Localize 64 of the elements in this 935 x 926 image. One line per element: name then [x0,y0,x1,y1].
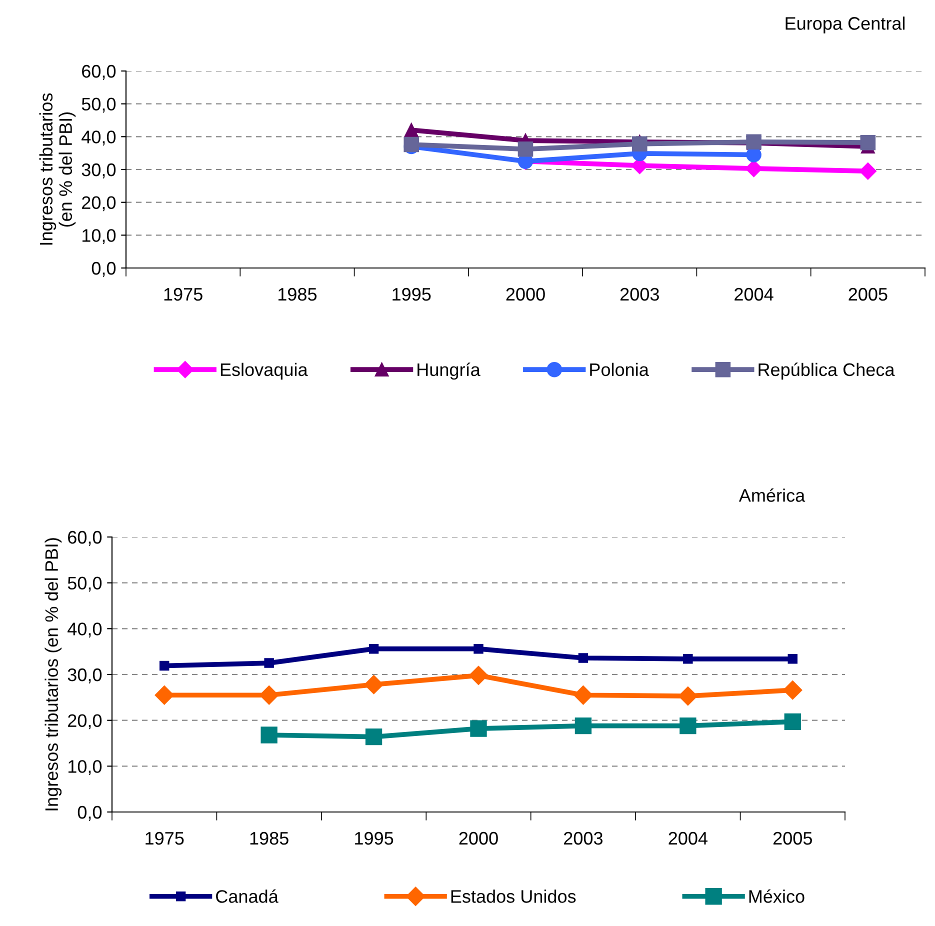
legend-label: Eslovaquia [220,362,308,380]
x-tick-label: 2004 [668,832,708,845]
x-tick-label: 1975 [164,288,202,301]
y-axis-title: Ingresos tributarios (en % del PBI) [39,93,76,245]
y-tick-label: 20,0 [68,714,102,730]
y-tick-label: 0,0 [78,806,102,821]
x-tick-label: 2003 [620,288,659,301]
legend-label: República Checa [758,362,895,380]
y-tick-label: 30,0 [68,668,102,684]
y-tick-label: 20,0 [82,196,116,212]
point [470,720,487,737]
point [365,728,382,746]
y-tick-label: 50,0 [68,576,102,592]
x-tick-label: 2003 [564,832,603,845]
point [159,660,170,671]
point [784,713,801,730]
legend-label: México [749,889,804,903]
chart-title: Europa Central [786,16,905,34]
legend-label: Polonia [590,362,649,376]
point [574,686,593,705]
x-tick-label: 1985 [250,832,288,845]
legend-label: Canadá [216,889,278,903]
legend-label: Hungría [418,362,480,380]
y-tick-label: 0,0 [92,262,116,277]
point [260,726,278,744]
y-tick-label: 60,0 [68,530,102,546]
point [260,686,279,705]
point [404,123,418,138]
point [678,686,698,706]
point [632,136,648,152]
y-tick-label: 60,0 [82,64,116,80]
y-tick-label: 40,0 [82,130,116,146]
y-tick-label: 50,0 [82,98,116,113]
point [574,718,592,734]
x-tick-label: 1975 [146,832,184,845]
point [683,654,693,664]
x-tick-label: 2000 [506,288,545,301]
point [788,654,798,664]
legend-label: Estados Unidos [451,890,576,903]
y-tick-label: 40,0 [68,622,102,638]
point [859,162,876,180]
x-tick-label: 2000 [459,832,498,845]
y-tick-label: 10,0 [68,760,102,776]
y-tick-label: 30,0 [82,163,116,178]
point [468,666,488,685]
x-tick-label: 2005 [848,288,888,301]
x-tick-label: 1995 [392,288,431,301]
point [364,675,384,694]
point [368,644,379,654]
chart-title: América [738,488,806,502]
point [518,142,534,157]
point [154,686,174,705]
point [860,134,876,150]
point [680,718,696,734]
x-tick-label: 2004 [734,288,774,301]
y-tick-label: 10,0 [82,229,116,244]
x-tick-label: 2005 [773,832,812,845]
x-tick-label: 1985 [278,288,317,301]
y-axis-title: Ingresos tributarios (en % del PBI) [44,538,62,810]
x-tick-label: 1995 [355,832,394,845]
point [578,653,588,663]
point [264,658,274,668]
point [474,644,484,654]
point [783,680,802,700]
